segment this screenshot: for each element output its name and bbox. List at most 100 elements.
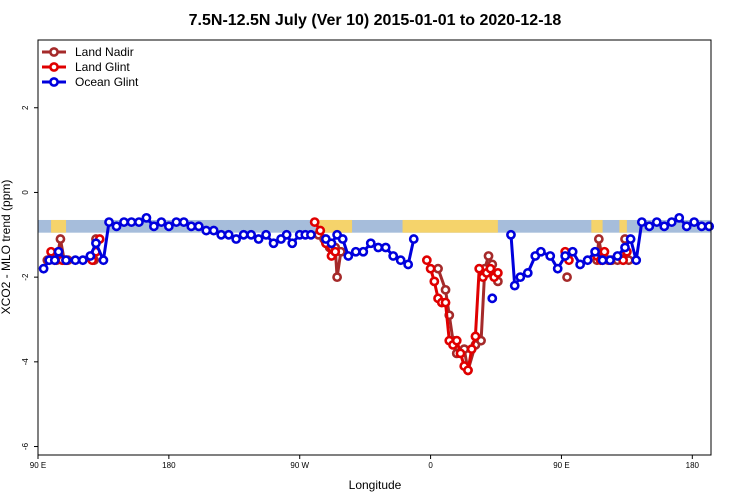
ocean-glint-point xyxy=(178,217,189,227)
land-glint-point xyxy=(309,217,320,227)
ocean-glint-point xyxy=(61,255,71,266)
y-tick-label: 0 xyxy=(21,190,30,195)
ocean-glint-point xyxy=(193,221,204,232)
legend-item-ocean-glint: Ocean Glint xyxy=(42,75,139,89)
ocean-glint-point xyxy=(365,238,376,249)
ocean-glint-point xyxy=(631,255,642,266)
ocean-glint-point xyxy=(70,255,81,266)
ocean-glint-point xyxy=(91,238,101,249)
ocean-glint-point xyxy=(487,293,498,304)
land-segment xyxy=(316,219,353,233)
x-tick-label: 180 xyxy=(162,461,176,470)
ocean-glint-point xyxy=(522,268,533,278)
ocean-glint-point xyxy=(141,212,152,223)
y-axis: 2 0 -2 -4 -6 xyxy=(21,105,38,450)
ocean-glint-point xyxy=(149,221,159,232)
ocean-glint-point xyxy=(163,221,174,232)
chart-title: 7.5N-12.5N July (Ver 10) 2015-01-01 to 2… xyxy=(189,12,562,29)
ocean-glint-point xyxy=(53,246,64,257)
ocean-glint-point xyxy=(119,217,129,227)
ocean-glint-point xyxy=(509,280,520,291)
ocean-glint-point xyxy=(104,217,114,227)
land-segment xyxy=(591,219,603,233)
ocean-glint-point xyxy=(231,234,242,244)
land-nadir-point xyxy=(440,284,451,295)
ocean-glint-point xyxy=(605,255,615,266)
x-tick-label: 0 xyxy=(428,461,433,470)
land-glint-point xyxy=(421,255,432,266)
land-glint-point xyxy=(46,246,56,257)
y-axis-label: XCO2 - MLO trend (ppm) xyxy=(0,180,13,315)
ocean-glint-point xyxy=(380,242,391,253)
ocean-glint-point xyxy=(350,246,361,257)
land-glint-point xyxy=(330,246,341,257)
ocean-glint-point xyxy=(246,229,257,240)
land-glint-point xyxy=(455,348,466,359)
land-glint-point xyxy=(315,225,326,236)
ocean-glint-point xyxy=(358,246,369,257)
land-glint-point xyxy=(470,331,481,342)
ocean-glint-point xyxy=(49,255,60,266)
ocean-glint-point xyxy=(268,238,279,249)
ocean-glint-point xyxy=(620,242,630,253)
land-nadir-point xyxy=(55,234,66,244)
y-tick-label: -4 xyxy=(21,358,30,366)
land-segment xyxy=(402,219,498,233)
land-segment xyxy=(51,219,67,233)
land-glint-point xyxy=(429,276,440,287)
ocean-glint-point xyxy=(590,246,600,257)
ocean-glint-point xyxy=(506,229,516,240)
legend-marker xyxy=(49,47,59,57)
ocean-glint-point xyxy=(636,217,647,227)
ocean-glint-point xyxy=(126,217,137,227)
ocean-glint-point xyxy=(535,246,546,257)
ocean-glint-point xyxy=(98,255,109,266)
ocean-glint-point xyxy=(704,221,715,232)
ocean-glint-point xyxy=(216,229,227,240)
x-tick-label: 90 W xyxy=(290,461,309,470)
legend-label: Ocean Glint xyxy=(75,75,139,89)
land-nadir-point xyxy=(562,272,572,283)
ocean-glint-point xyxy=(395,255,406,266)
land-glint-point xyxy=(485,263,496,274)
land-glint-point xyxy=(451,335,462,346)
plot-area-frame xyxy=(37,39,712,456)
ocean-glint-point xyxy=(625,234,636,244)
series-ocean-glint xyxy=(38,212,715,304)
y-tick-label: 2 xyxy=(21,105,30,110)
ocean-glint-point xyxy=(306,229,316,240)
y-tick-label: -6 xyxy=(21,442,30,450)
x-tick-label: 180 xyxy=(686,461,700,470)
ocean-glint-point xyxy=(238,229,249,240)
x-axis: 90 E 180 90 W 0 90 E 180 xyxy=(30,455,700,470)
ocean-glint-point xyxy=(134,217,144,227)
x-tick-label: 90 E xyxy=(30,461,46,470)
ocean-glint-point xyxy=(373,242,384,253)
ocean-glint-point xyxy=(281,229,292,240)
land-glint-point xyxy=(492,268,503,278)
ocean-glint-point xyxy=(575,259,586,270)
ocean-glint-point xyxy=(674,212,685,223)
land-glint-point xyxy=(463,365,473,376)
series-layer xyxy=(38,212,715,376)
legend-marker xyxy=(49,62,59,72)
ocean-glint-point xyxy=(552,263,563,274)
ocean-glint-point xyxy=(515,272,526,283)
legend-item-land-nadir: Land Nadir xyxy=(42,45,134,59)
land-nadir-point xyxy=(332,272,343,283)
ocean-glint-point xyxy=(343,251,354,261)
ocean-glint-point xyxy=(408,234,419,244)
ocean-glint-point xyxy=(85,251,96,261)
ocean-glint-point xyxy=(186,221,197,232)
ocean-glint-point xyxy=(156,217,167,227)
y-tick-label: -2 xyxy=(21,273,30,281)
ocean-glint-point xyxy=(253,234,264,244)
land-nadir-point xyxy=(483,251,494,261)
legend-label: Land Nadir xyxy=(75,45,134,59)
ocean-glint-point xyxy=(644,221,655,232)
ocean-glint-point xyxy=(582,255,593,266)
ocean-glint-point xyxy=(403,259,414,270)
land-glint-point xyxy=(440,297,451,308)
